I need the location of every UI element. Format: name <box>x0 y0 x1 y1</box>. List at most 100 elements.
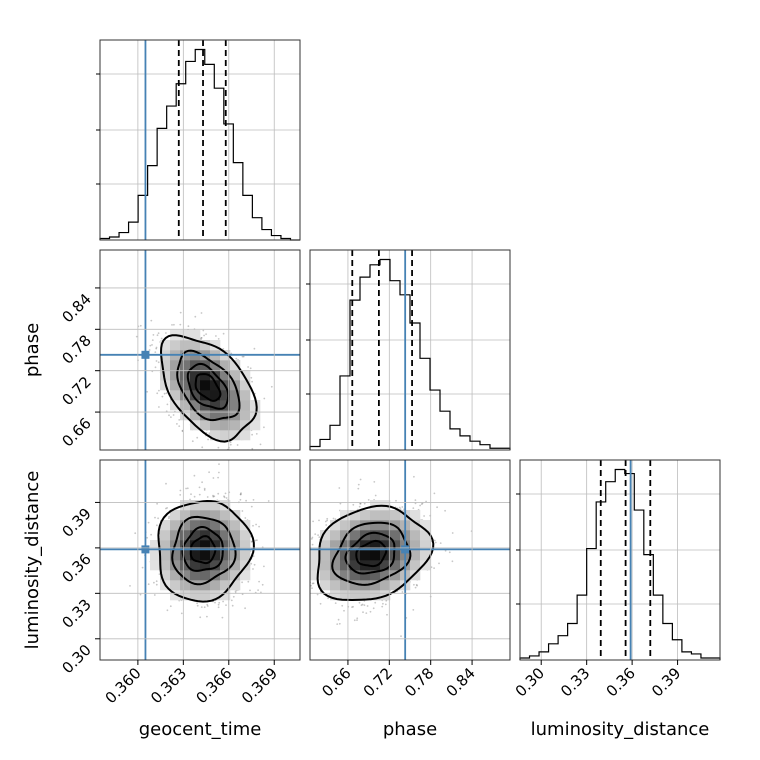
scatter-point <box>222 348 225 350</box>
scatter-point <box>311 536 314 539</box>
scatter-point <box>203 334 206 337</box>
density-cell <box>350 510 361 521</box>
scatter-point <box>247 366 250 368</box>
scatter-point <box>212 477 215 479</box>
scatter-point <box>158 406 160 408</box>
density-cell <box>210 550 221 561</box>
density-cell <box>410 510 421 521</box>
scatter-point <box>235 357 238 360</box>
scatter-point <box>295 615 297 617</box>
scatter-point <box>297 553 299 555</box>
scatter-point <box>259 443 262 446</box>
x-tick-label: 0.36 <box>603 664 639 700</box>
density-cell <box>310 550 321 561</box>
density-cell <box>390 530 401 541</box>
density-cell <box>370 530 381 541</box>
scatter-point <box>381 605 384 608</box>
scatter-point <box>148 349 151 351</box>
density-cell <box>190 540 201 551</box>
scatter-point <box>199 616 202 619</box>
truth-marker <box>401 545 410 554</box>
scatter-point <box>360 604 363 607</box>
density-cell <box>380 510 391 521</box>
scatter-point <box>250 505 253 508</box>
density-cell <box>410 570 421 581</box>
density-cell <box>210 500 221 511</box>
scatter-point <box>198 493 201 496</box>
contour-line <box>171 515 237 586</box>
density-cell <box>190 520 201 531</box>
density-cell <box>240 390 251 401</box>
density-cell <box>200 420 211 431</box>
scatter-point <box>147 583 150 586</box>
scatter-point <box>252 524 254 527</box>
scatter-point <box>152 334 155 336</box>
scatter-point <box>292 541 294 543</box>
density-cell <box>240 400 251 411</box>
density-cell <box>180 400 191 411</box>
density-cell <box>310 560 321 571</box>
density-cell <box>240 570 251 581</box>
scatter-point <box>325 524 328 526</box>
density-cell <box>420 520 431 531</box>
scatter-point <box>338 487 341 489</box>
scatter-point <box>191 440 194 443</box>
density-cell <box>370 590 381 601</box>
scatter-point <box>146 390 149 393</box>
scatter-point <box>149 344 152 347</box>
scatter-point <box>334 518 337 521</box>
scatter-point <box>425 500 427 503</box>
scatter-point <box>217 492 220 495</box>
density-cell <box>160 370 171 381</box>
scatter-point <box>298 535 300 537</box>
scatter-point <box>401 506 404 508</box>
density-cell <box>370 570 381 581</box>
scatter-point <box>314 533 317 535</box>
scatter-point <box>214 601 216 604</box>
scatter-point <box>332 517 335 520</box>
scatter-point <box>398 506 401 509</box>
density-cell <box>360 590 371 601</box>
density-cell <box>230 580 241 591</box>
density-cell <box>190 590 201 601</box>
truth-marker <box>141 350 150 359</box>
density-cell <box>340 560 351 571</box>
scatter-point <box>179 323 182 326</box>
scatter-point <box>251 447 254 450</box>
scatter-point <box>400 635 402 638</box>
scatter-point <box>147 521 150 524</box>
density-cell <box>190 560 201 571</box>
density-cell <box>180 550 191 561</box>
scatter-point <box>154 516 156 519</box>
scatter-point <box>166 507 169 509</box>
scatter-point <box>270 385 273 388</box>
scatter-point <box>239 493 242 495</box>
scatter-point <box>240 492 242 494</box>
scatter-point <box>438 562 440 565</box>
panel-frame <box>519 459 721 661</box>
histogram-step <box>519 468 721 660</box>
scatter-point <box>157 332 160 335</box>
scatter-point <box>242 355 245 358</box>
scatter-point <box>267 500 270 502</box>
scatter-point <box>302 602 304 604</box>
density-cell <box>320 580 331 591</box>
x-tick-label: 0.30 <box>512 664 548 700</box>
scatter-point <box>353 619 356 622</box>
density-cell <box>230 400 241 411</box>
density-cell <box>190 510 201 521</box>
scatter-point <box>356 619 358 621</box>
scatter-point <box>301 578 303 580</box>
scatter-point <box>343 609 345 612</box>
scatter-point <box>319 602 322 605</box>
scatter-point <box>251 380 254 383</box>
scatter-point <box>250 541 253 543</box>
scatter-point <box>352 605 354 608</box>
x-tick-label: 0.78 <box>401 664 437 700</box>
density-cell <box>170 580 181 591</box>
scatter-point <box>165 482 167 485</box>
scatter-point <box>163 392 166 395</box>
scatter-point <box>218 601 221 604</box>
x-tick-label: 0.33 <box>557 664 593 700</box>
density-cell <box>230 370 241 381</box>
